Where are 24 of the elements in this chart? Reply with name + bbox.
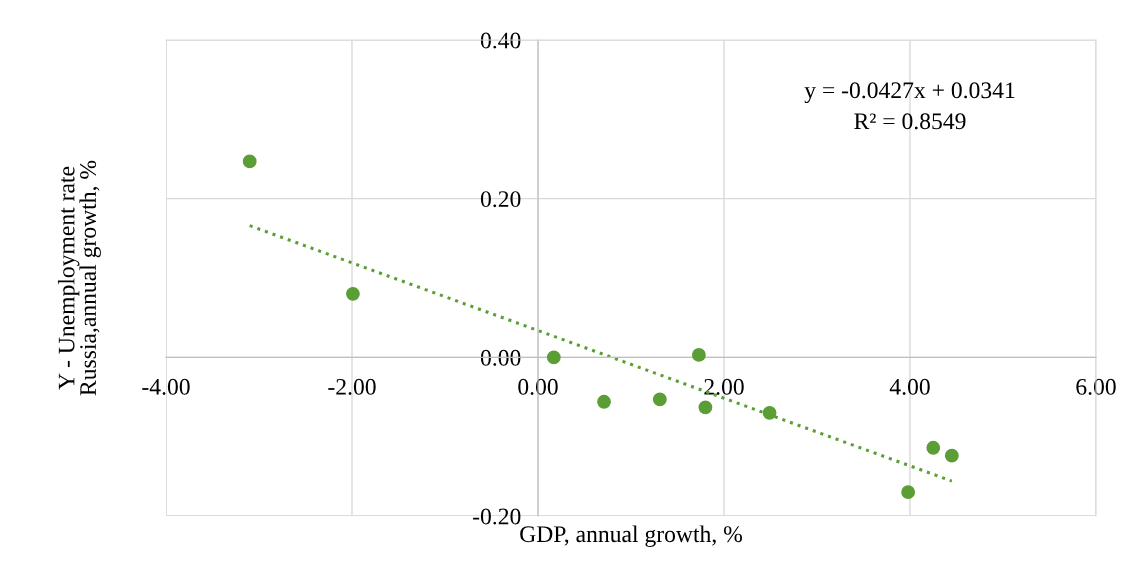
x-tick-label: 0.00: [518, 378, 558, 395]
y-tick-label: 0.20: [480, 191, 521, 208]
point: [691, 348, 706, 362]
y-tick-label: -0.20: [473, 508, 521, 525]
x-tick-label: -4.00: [142, 378, 190, 395]
point: [698, 400, 713, 415]
x-tick-label: -2.00: [328, 378, 376, 395]
annotation: R² = 0.8549: [854, 113, 966, 130]
x-tick-label: 6.00: [1076, 378, 1116, 395]
annotation: y = -0.0427x + 0.0341: [804, 82, 1015, 104]
x-tick-label: 2.00: [704, 378, 744, 395]
point: [346, 286, 360, 301]
point: [546, 350, 561, 365]
point: [944, 448, 959, 463]
y-axis-title: Y - Unemployment rate Russia,annual growth, %: [57, 160, 101, 396]
point: [762, 405, 777, 420]
point: [597, 394, 611, 409]
y-tick-label: 0.40: [480, 32, 521, 49]
point: [242, 154, 257, 169]
point: [652, 392, 667, 407]
x-axis-title: GDP, annual growth, %: [520, 525, 742, 547]
x-tick-label: 4.00: [889, 378, 930, 395]
point: [901, 485, 916, 500]
point: [926, 440, 941, 455]
